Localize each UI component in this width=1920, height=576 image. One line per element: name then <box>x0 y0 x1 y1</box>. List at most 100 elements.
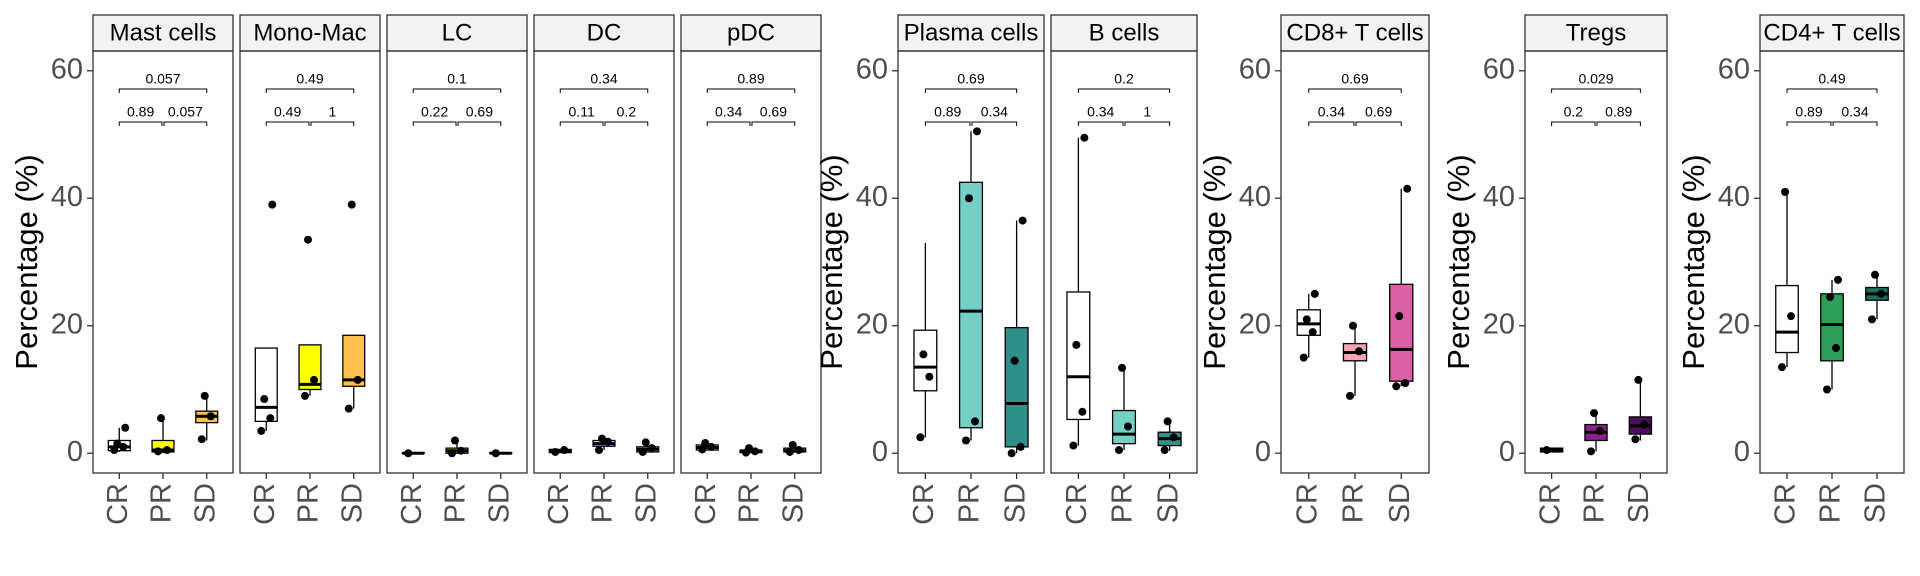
data-point <box>1310 289 1319 298</box>
panel-title: CD8+ T cells <box>1286 19 1423 46</box>
data-point <box>1346 391 1354 400</box>
x-tick-label: SD <box>1152 483 1184 523</box>
panel-title: Plasma cells <box>904 19 1039 46</box>
bracket <box>163 121 208 126</box>
data-point <box>785 447 794 456</box>
p-value: 0.34 <box>715 104 742 120</box>
bracket <box>1832 121 1878 126</box>
data-point <box>1401 379 1410 388</box>
data-point <box>1018 216 1027 225</box>
data-point <box>1587 447 1595 456</box>
data-point <box>347 200 356 209</box>
x-tick-label: PR <box>587 483 619 523</box>
p-value: 1 <box>1143 104 1151 120</box>
x-tick-label: CR <box>102 483 134 525</box>
x-tick-label: PR <box>1815 483 1847 523</box>
data-point <box>641 438 650 447</box>
data-point <box>962 436 970 445</box>
x-tick-label: PR <box>954 483 986 523</box>
bracket <box>971 121 1018 126</box>
box <box>151 439 175 453</box>
x-tick-label: PR <box>734 483 766 523</box>
data-point <box>916 433 925 442</box>
y-tick-label: 40 <box>1483 181 1515 213</box>
strip <box>1050 14 1198 52</box>
data-point <box>110 446 119 455</box>
data-point <box>1072 340 1081 349</box>
data-point <box>1160 446 1169 455</box>
p-value: 0.2 <box>1114 71 1134 87</box>
panel-frame <box>1759 50 1905 474</box>
y-tick-label: 20 <box>51 308 83 340</box>
y-tick-label: 20 <box>1483 308 1515 340</box>
p-value: 0.1 <box>447 71 467 87</box>
x-tick-label: SD <box>189 483 221 523</box>
data-point <box>1069 441 1078 450</box>
p-value: 0.69 <box>957 71 984 87</box>
p-value: 0.057 <box>145 71 180 87</box>
bracket <box>706 121 751 126</box>
x-tick-label: CR <box>1770 483 1802 525</box>
x-tick-label: PR <box>146 483 178 523</box>
bracket <box>751 121 796 126</box>
box <box>1775 284 1799 354</box>
strip <box>680 14 822 52</box>
y-tick-label: 0 <box>1734 436 1750 468</box>
bracket <box>118 88 208 93</box>
box <box>1389 283 1414 382</box>
p-value: 0.69 <box>466 104 493 120</box>
x-tick-label: SD <box>630 483 662 523</box>
data-point <box>1395 312 1404 321</box>
box <box>1111 409 1137 445</box>
y-axis-label: Percentage (%) <box>1441 154 1476 369</box>
data-point <box>1115 446 1123 455</box>
data-point <box>113 439 122 448</box>
data-point <box>1823 385 1831 394</box>
bracket <box>457 121 502 126</box>
data-point <box>1634 375 1643 384</box>
data-point <box>491 449 500 458</box>
bracket <box>706 88 796 93</box>
box <box>254 347 278 423</box>
panel-title: Mono-Mac <box>253 19 366 46</box>
x-tick-label: CR <box>1534 483 1566 525</box>
data-point <box>1169 433 1178 442</box>
data-point <box>266 414 275 423</box>
panel-title: DC <box>587 19 622 46</box>
y-tick-label: 40 <box>856 181 888 213</box>
data-point <box>973 127 981 136</box>
data-point <box>1163 417 1172 426</box>
data-point <box>268 200 277 209</box>
data-point <box>1349 321 1357 330</box>
bracket <box>310 121 355 126</box>
y-tick-label: 0 <box>1499 436 1515 468</box>
data-point <box>404 449 413 458</box>
data-point <box>1299 353 1308 362</box>
y-tick-label: 20 <box>1239 308 1271 340</box>
data-point <box>1631 435 1640 444</box>
x-tick-label: CR <box>690 483 722 525</box>
data-point <box>1596 426 1604 435</box>
panel-title: Tregs <box>1566 19 1626 46</box>
strip <box>1524 14 1668 52</box>
x-tick-label: PR <box>1579 483 1611 523</box>
y-tick-label: 40 <box>1718 181 1750 213</box>
x-tick-label: SD <box>483 483 515 523</box>
data-point <box>638 447 647 456</box>
data-point <box>304 235 312 244</box>
bracket <box>1077 88 1171 93</box>
box <box>913 329 938 392</box>
panel-frame <box>92 50 234 474</box>
p-value: 0.69 <box>760 104 787 120</box>
bracket <box>559 121 604 126</box>
strip <box>533 14 675 52</box>
data-point <box>154 447 162 456</box>
data-point <box>1308 328 1317 337</box>
panel-title: B cells <box>1089 19 1160 46</box>
data-point <box>119 442 128 451</box>
p-value: 0.49 <box>274 104 301 120</box>
data-point <box>197 435 206 444</box>
data-point <box>121 423 130 432</box>
y-tick-label: 60 <box>1483 53 1515 85</box>
x-tick-label: CR <box>1291 483 1323 525</box>
